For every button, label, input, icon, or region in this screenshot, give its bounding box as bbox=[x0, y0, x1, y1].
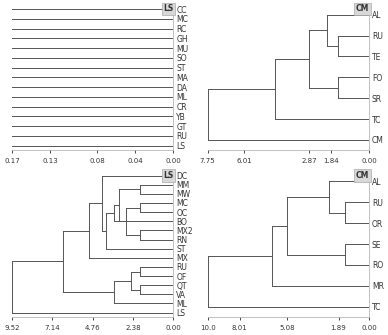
Text: CM: CM bbox=[356, 4, 369, 13]
Text: CM: CM bbox=[356, 171, 369, 180]
Text: LS: LS bbox=[163, 4, 173, 13]
Text: LS: LS bbox=[163, 171, 173, 180]
